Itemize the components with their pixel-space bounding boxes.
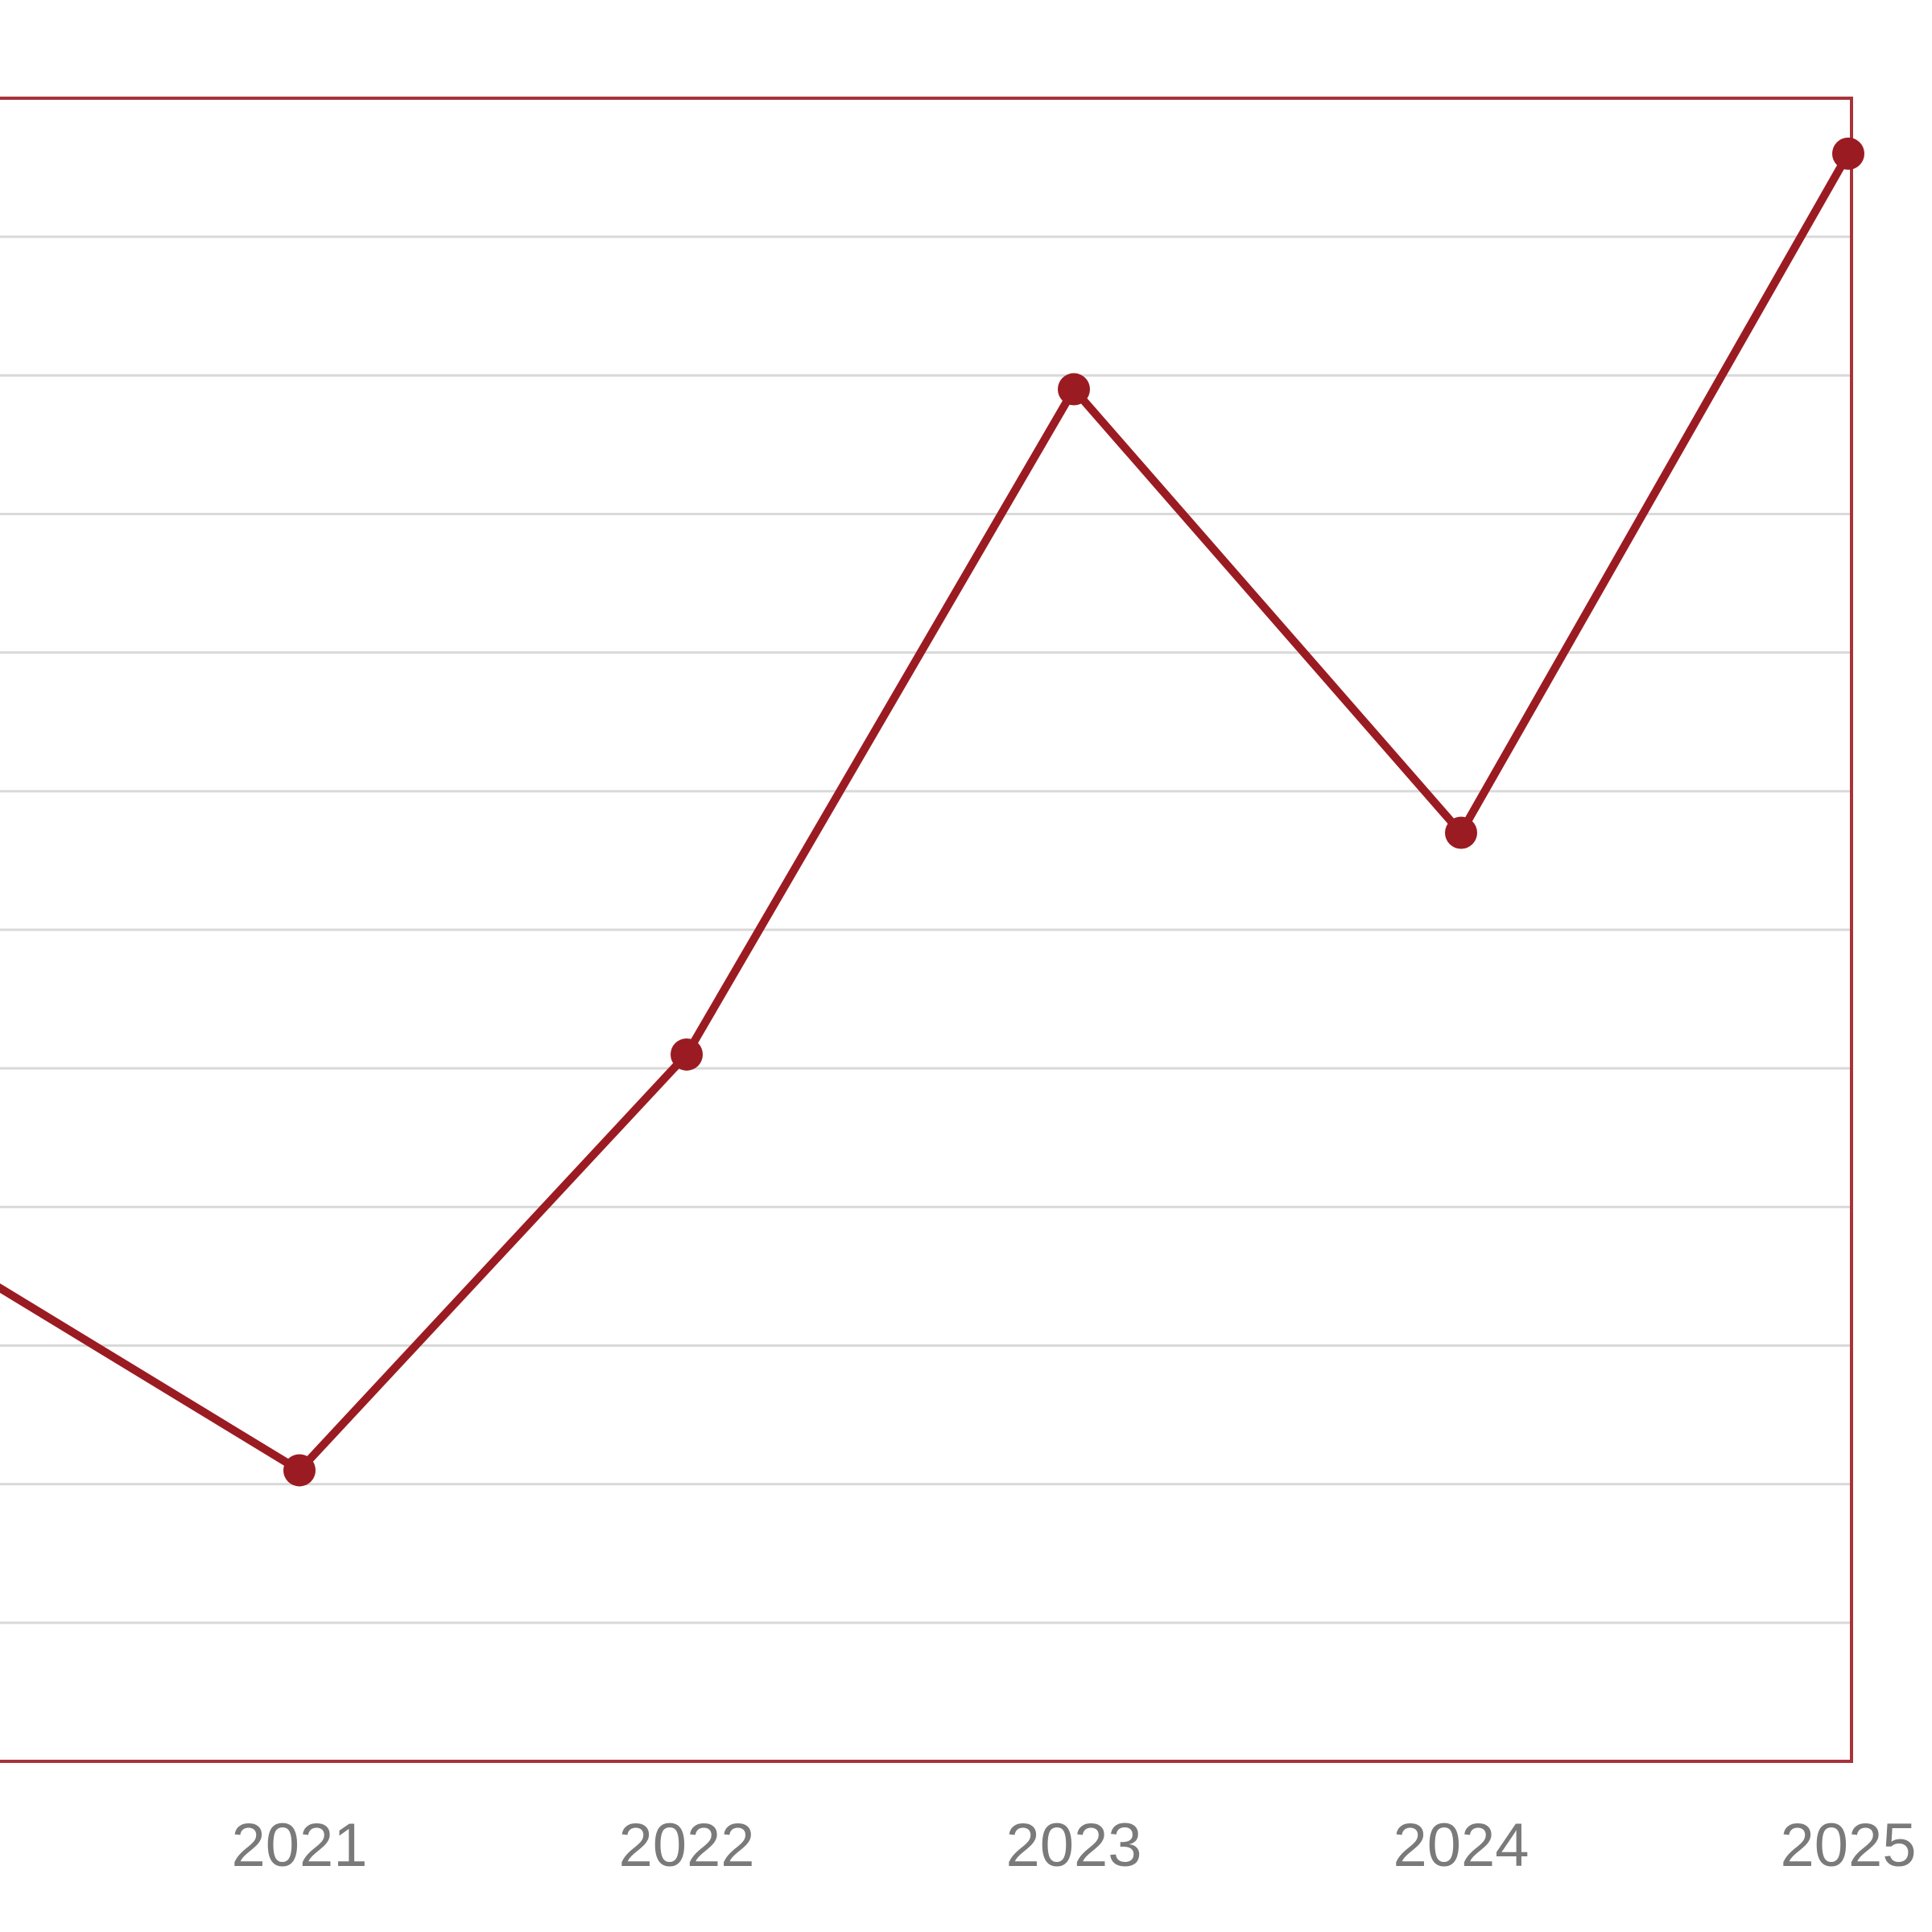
x-tick-label-2022: 2022 [618, 1811, 754, 1880]
data-point-2021 [283, 1454, 316, 1487]
plot-area-border [0, 97, 1853, 1763]
data-point-2024 [1445, 816, 1477, 849]
x-tick-label-2025: 2025 [1780, 1811, 1916, 1880]
data-point-2022 [671, 1038, 703, 1071]
data-points [283, 137, 1864, 1487]
data-point-2025 [1832, 137, 1864, 170]
data-point-2023 [1058, 373, 1090, 406]
x-tick-label-2024: 2024 [1393, 1811, 1529, 1880]
x-tick-label-2021: 2021 [231, 1811, 367, 1880]
x-tick-label-2023: 2023 [1005, 1811, 1141, 1880]
series-line [0, 149, 1852, 1475]
gridlines [0, 235, 1852, 1624]
x-axis-tick-labels: 2021 2022 2023 2024 2025 [231, 1811, 1916, 1880]
